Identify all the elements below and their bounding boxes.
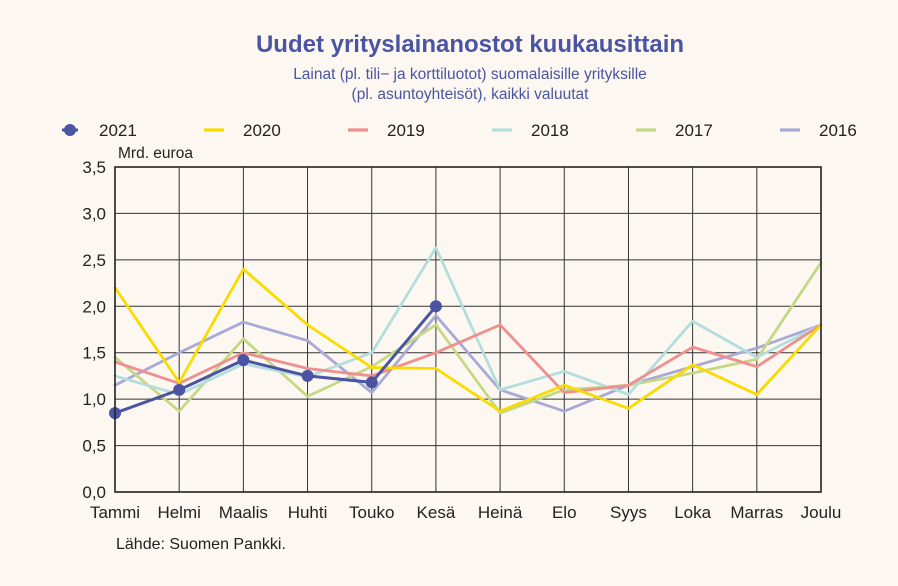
chart-title: Uudet yrityslainanostot kuukausittain bbox=[256, 31, 684, 58]
series-line-2021 bbox=[113, 304, 438, 415]
legend-label: 2018 bbox=[531, 121, 569, 140]
data-point-2021 bbox=[301, 369, 314, 382]
series-group bbox=[109, 246, 823, 420]
chart-subtitle-line-1: Lainat (pl. tili− ja korttiluotot) suoma… bbox=[293, 66, 647, 83]
x-tick-label: Marras bbox=[730, 503, 783, 522]
x-tick-label: Heinä bbox=[478, 503, 523, 522]
y-tick-label: 3,0 bbox=[82, 204, 106, 223]
series-line-2018 bbox=[113, 246, 823, 396]
chart-subtitle-line-2: (pl. asuntoyhteisöt), kaikki valuutat bbox=[352, 86, 590, 103]
x-tick-label: Huhti bbox=[288, 503, 328, 522]
y-tick-label: 2,0 bbox=[82, 297, 106, 316]
series-line-2016 bbox=[113, 314, 823, 413]
x-tick-label: Touko bbox=[349, 503, 394, 522]
legend: 2021 2020 2019 2018 2017 2016 bbox=[62, 121, 857, 140]
data-point-2021 bbox=[173, 383, 186, 396]
source-note: Lähde: Suomen Pankki. bbox=[116, 536, 286, 553]
legend-item-2021: 2021 bbox=[62, 121, 137, 140]
x-tick-label: Tammi bbox=[90, 503, 140, 522]
x-axis-ticks: Tammi Helmi Maalis Huhti Touko Kesä Heinä Elo Sy… bbox=[90, 503, 841, 522]
y-tick-label: 1,5 bbox=[82, 344, 106, 363]
x-tick-label: Joulu bbox=[801, 503, 842, 522]
legend-item-2020: 2020 bbox=[204, 121, 281, 140]
y-tick-label: 1,0 bbox=[82, 390, 106, 409]
y-axis-ticks: 0,0 0,5 1,0 1,5 2,0 2,5 3,0 3,5 bbox=[82, 158, 106, 502]
legend-item-2016: 2016 bbox=[780, 121, 857, 140]
y-tick-label: 2,5 bbox=[82, 251, 106, 270]
grid bbox=[115, 167, 821, 492]
legend-label: 2021 bbox=[99, 121, 137, 140]
legend-label: 2019 bbox=[387, 121, 425, 140]
data-point-2021 bbox=[237, 354, 250, 367]
legend-item-2018: 2018 bbox=[492, 121, 569, 140]
y-tick-label: 0,5 bbox=[82, 437, 106, 456]
y-axis-unit-label: Mrd. euroa bbox=[118, 145, 193, 162]
series-line-2020 bbox=[113, 267, 823, 413]
legend-item-2017: 2017 bbox=[636, 121, 713, 140]
y-tick-label: 0,0 bbox=[82, 483, 106, 502]
legend-label: 2020 bbox=[243, 121, 281, 140]
x-tick-label: Loka bbox=[674, 503, 711, 522]
x-tick-label: Syys bbox=[610, 503, 647, 522]
x-tick-label: Helmi bbox=[157, 503, 200, 522]
plot-frame bbox=[114, 166, 822, 493]
y-tick-label: 3,5 bbox=[82, 158, 106, 177]
legend-label: 2016 bbox=[819, 121, 857, 140]
legend-label: 2017 bbox=[675, 121, 713, 140]
data-point-2021 bbox=[429, 300, 442, 313]
series-line-2019 bbox=[113, 323, 823, 395]
legend-item-2019: 2019 bbox=[348, 121, 425, 140]
legend-marker bbox=[64, 124, 76, 136]
x-tick-label: Kesä bbox=[417, 503, 456, 522]
data-point-2021 bbox=[365, 376, 378, 389]
x-tick-label: Maalis bbox=[219, 503, 268, 522]
x-tick-label: Elo bbox=[552, 503, 577, 522]
